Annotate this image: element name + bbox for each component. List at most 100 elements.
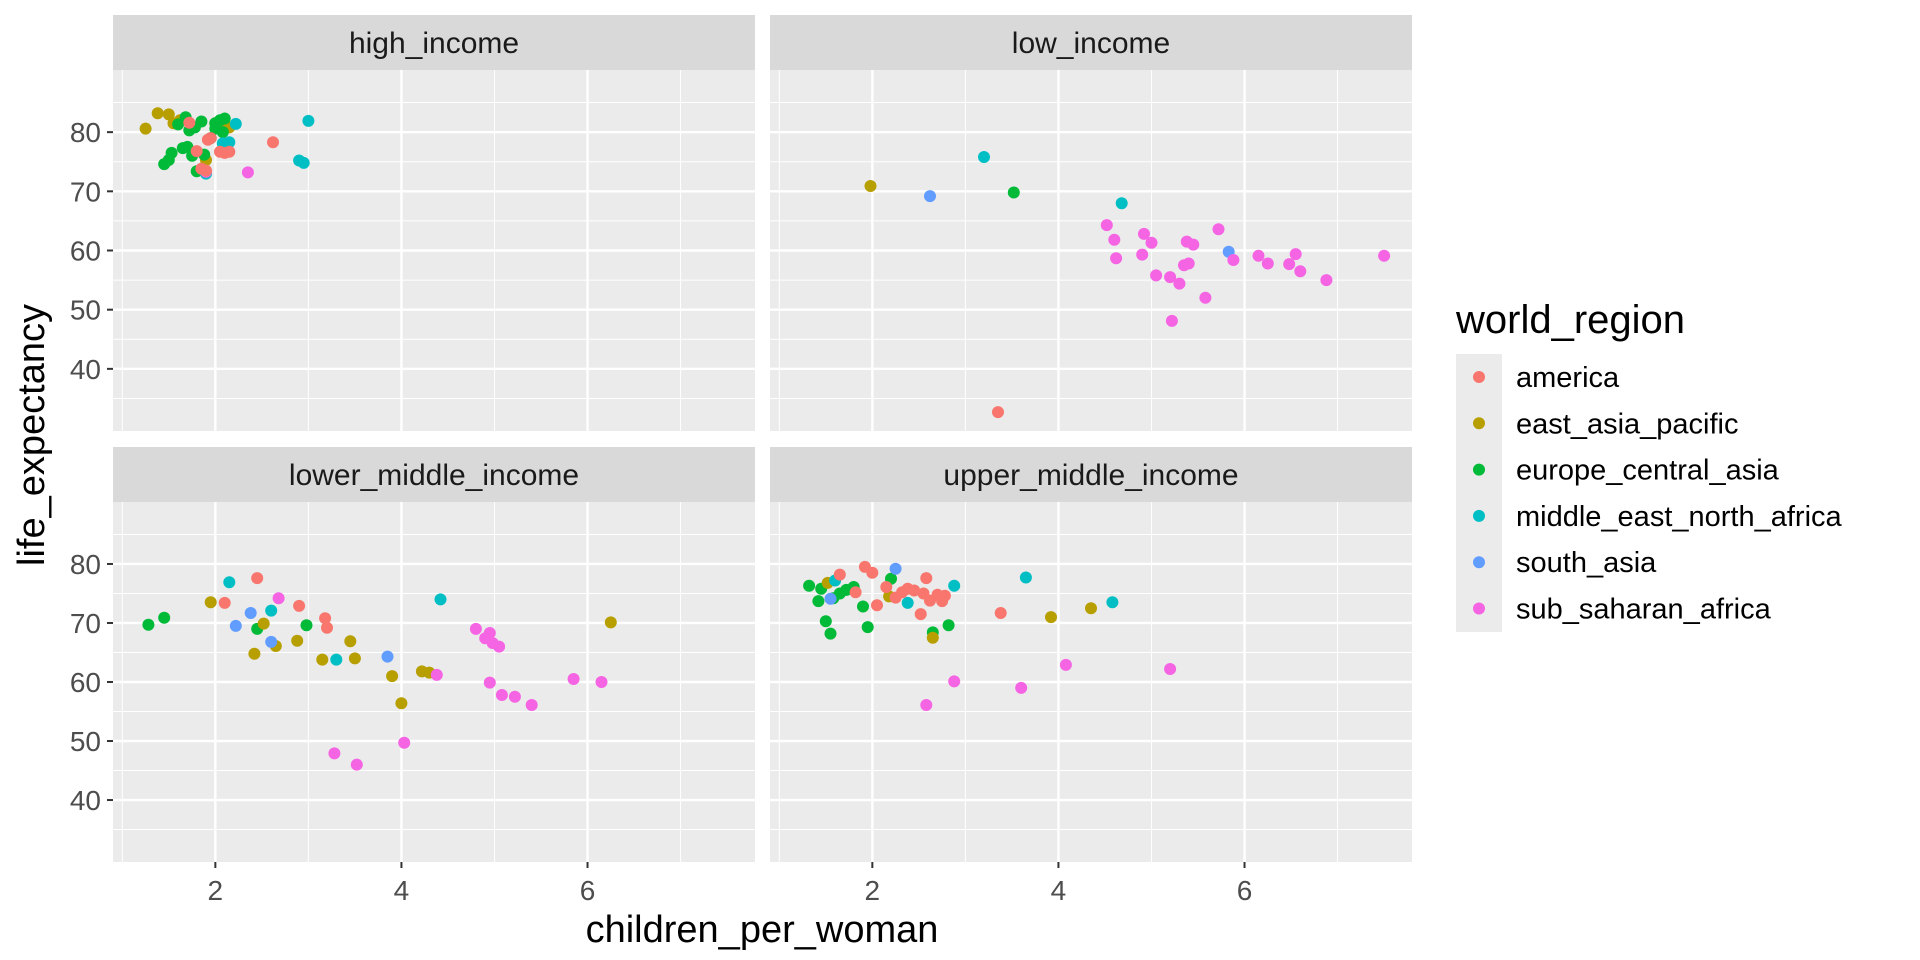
panel-upper-middle-income: upper_middle_income <box>770 447 1412 862</box>
data-point-sub-saharan-africa <box>508 690 521 703</box>
data-point-sub-saharan-africa <box>1164 271 1177 284</box>
legend-item-europe-central-asia: europe_central_asia <box>1473 455 1780 487</box>
data-point-america <box>938 589 951 602</box>
legend-label: america <box>1516 362 1620 394</box>
facet-strip <box>113 15 755 70</box>
data-point-east-asia-pacific <box>248 647 261 660</box>
data-point-south-asia <box>229 619 242 632</box>
data-point-east-asia-pacific <box>386 670 399 683</box>
data-point-america <box>920 572 933 585</box>
data-point-america <box>251 572 264 585</box>
data-point-america <box>321 621 333 634</box>
data-point-europe-central-asia <box>824 627 837 640</box>
data-point-middle-east-north-africa <box>948 579 961 592</box>
data-point-sub-saharan-africa <box>483 676 496 689</box>
data-point-sub-saharan-africa <box>595 676 608 688</box>
data-point-sub-saharan-africa <box>1150 269 1163 282</box>
data-point-middle-east-north-africa <box>297 156 310 169</box>
data-point-america <box>871 599 883 612</box>
x-tick-label: 4 <box>1051 875 1067 906</box>
data-point-sub-saharan-africa <box>1252 249 1265 262</box>
data-point-sub-saharan-africa <box>1173 277 1186 290</box>
data-point-sub-saharan-africa <box>1187 238 1200 251</box>
y-tick-label: 70 <box>70 176 101 207</box>
data-point-america <box>293 599 306 612</box>
facet-strip-label: high_income <box>349 27 519 60</box>
x-axis-title: children_per_woman <box>586 909 939 951</box>
panel-low-income: low_income <box>770 15 1412 431</box>
data-point-america <box>849 586 862 599</box>
data-point-sub-saharan-africa <box>1015 681 1028 694</box>
panel-lower-middle-income: lower_middle_income <box>113 447 755 862</box>
data-point-sub-saharan-africa <box>1136 248 1149 261</box>
data-point-sub-saharan-africa <box>241 166 254 179</box>
data-point-sub-saharan-africa <box>350 758 363 771</box>
data-point-america <box>914 608 927 621</box>
data-point-south-asia <box>265 635 278 648</box>
y-tick-label: 50 <box>70 726 101 757</box>
data-point-sub-saharan-africa <box>1110 252 1123 265</box>
data-point-europe-central-asia <box>300 619 313 632</box>
data-point-south-asia <box>381 650 394 663</box>
legend-key-europe-central-asia <box>1473 463 1485 476</box>
data-point-middle-east-north-africa <box>302 114 315 127</box>
data-point-middle-east-north-africa <box>1106 596 1119 609</box>
data-point-sub-saharan-africa <box>1138 227 1150 240</box>
data-point-sub-saharan-africa <box>1165 314 1178 327</box>
y-tick-label: 80 <box>70 117 101 148</box>
data-point-sub-saharan-africa <box>567 673 580 685</box>
data-point-east-asia-pacific <box>344 635 357 648</box>
legend-item-sub-saharan-africa: sub_saharan_africa <box>1473 594 1772 626</box>
data-point-america <box>833 568 846 581</box>
y-tick-label: 60 <box>70 667 101 698</box>
data-point-america <box>319 612 332 625</box>
data-point-sub-saharan-africa <box>1320 274 1333 287</box>
legend-items: america east_asia_pacific europe_central_a… <box>1473 362 1843 626</box>
data-point-east-asia-pacific <box>204 596 217 609</box>
data-point-middle-east-north-africa <box>265 604 278 617</box>
data-point-east-asia-pacific <box>926 631 939 644</box>
panel-high-income: high_income <box>113 15 755 431</box>
data-point-sub-saharan-africa <box>272 592 285 605</box>
legend: world_region america east_asia_pacificeur… <box>1455 298 1843 632</box>
data-point-sub-saharan-africa <box>1145 236 1158 249</box>
data-point-sub-saharan-africa <box>1182 257 1195 270</box>
data-point-sub-saharan-africa <box>328 747 341 760</box>
data-point-europe-central-asia <box>812 595 825 608</box>
data-point-south-asia <box>824 592 837 605</box>
data-point-america <box>880 581 893 593</box>
facet-strip-label: low_income <box>1012 27 1170 60</box>
data-point-east-asia-pacific <box>1085 602 1097 615</box>
data-point-south-asia <box>889 562 902 575</box>
legend-key-sub-saharan-africa <box>1473 602 1485 615</box>
data-point-america <box>908 584 921 597</box>
legend-title: world_region <box>1455 298 1685 342</box>
data-point-middle-east-north-africa <box>1019 571 1032 584</box>
data-point-america <box>204 132 217 145</box>
data-point-sub-saharan-africa <box>1227 254 1240 266</box>
legend-key-middle-east-north-africa <box>1473 509 1485 522</box>
legend-item-east-asia-pacific: east_asia_pacific <box>1473 408 1738 440</box>
facet-strip <box>770 447 1412 502</box>
facet-strip <box>770 15 1412 70</box>
data-point-sub-saharan-africa <box>1199 291 1212 304</box>
data-point-europe-central-asia <box>1007 186 1020 199</box>
data-point-america <box>223 145 236 158</box>
y-tick-label: 50 <box>70 295 101 326</box>
data-point-sub-saharan-africa <box>1212 223 1225 236</box>
data-point-sub-saharan-africa <box>525 699 538 711</box>
x-tick-label: 4 <box>394 875 410 906</box>
data-point-east-asia-pacific <box>1045 611 1057 624</box>
data-point-sub-saharan-africa <box>469 622 482 635</box>
data-point-east-asia-pacific <box>257 617 270 630</box>
data-point-south-asia <box>244 607 257 619</box>
y-tick-label: 40 <box>70 785 101 816</box>
legend-label: east_asia_pacific <box>1516 408 1738 440</box>
data-point-europe-central-asia <box>819 615 832 628</box>
data-point-america <box>183 116 196 129</box>
legend-label: middle_east_north_africa <box>1516 501 1843 533</box>
data-point-america <box>992 406 1004 419</box>
legend-item-south-asia: south_asia <box>1473 547 1657 579</box>
data-point-east-asia-pacific <box>348 652 361 665</box>
